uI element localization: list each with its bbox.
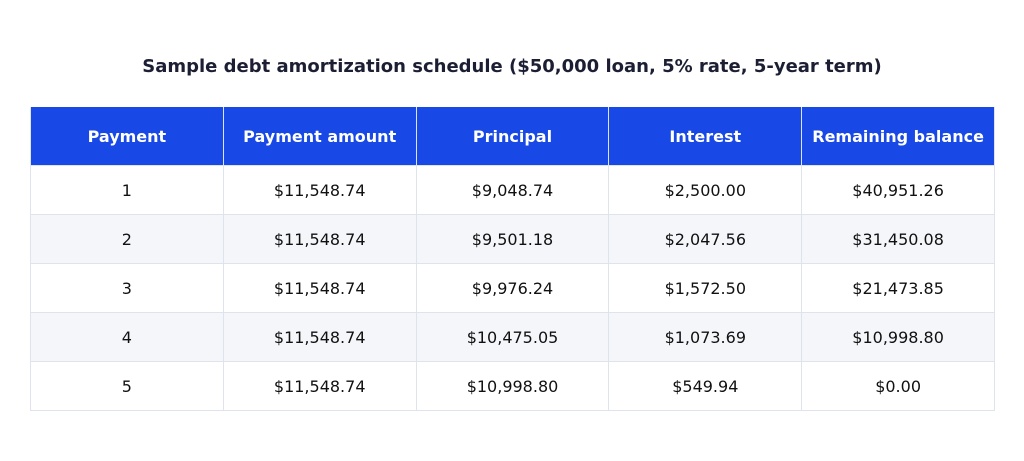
table-head: Payment Payment amount Principal Interest Re… (30, 107, 995, 166)
table-cell: $1,572.50 (608, 263, 803, 313)
table-row: 3 $11,548.74 $9,976.24 $1,572.50 $21,473.85 (30, 263, 995, 313)
table-cell: $9,976.24 (415, 263, 610, 313)
table-row: 5 $11,548.74 $10,998.80 $549.94 $0.00 (30, 361, 995, 411)
table-body: 1 $11,548.74 $9,048.74 $2,500.00 $40,951.26 2… (30, 165, 995, 411)
table-title: Sample debt amortization schedule ($50,0… (142, 56, 882, 77)
table-row: 1 $11,548.74 $9,048.74 $2,500.00 $40,951.26 (30, 165, 995, 215)
table-cell: 1 (30, 165, 224, 215)
table-cell: 2 (30, 214, 224, 264)
table-cell: $10,475.05 (415, 312, 610, 362)
table-cell: $40,951.26 (801, 165, 995, 215)
table-cell: $10,998.80 (415, 361, 610, 411)
table-cell: $2,047.56 (608, 214, 803, 264)
table-cell: $9,048.74 (415, 165, 610, 215)
table-cell: $11,548.74 (222, 214, 417, 264)
column-header: Payment (30, 107, 224, 166)
table-row: 4 $11,548.74 $10,475.05 $1,073.69 $10,998.80 (30, 312, 995, 362)
table-cell: 4 (30, 312, 224, 362)
table-cell: $11,548.74 (222, 165, 417, 215)
table-cell: $11,548.74 (222, 263, 417, 313)
table-cell: $11,548.74 (222, 312, 417, 362)
amortization-table: Payment Payment amount Principal Interest Re… (30, 107, 995, 411)
table-cell: 5 (30, 361, 224, 411)
table-cell: $549.94 (608, 361, 803, 411)
column-header: Principal (415, 107, 610, 166)
table-cell: 3 (30, 263, 224, 313)
header-row: Payment Payment amount Principal Interest Re… (30, 107, 995, 166)
table-cell: $9,501.18 (415, 214, 610, 264)
column-header: Interest (608, 107, 803, 166)
table-cell: $31,450.08 (801, 214, 995, 264)
table-cell: $0.00 (801, 361, 995, 411)
table-cell: $11,548.74 (222, 361, 417, 411)
table-cell: $10,998.80 (801, 312, 995, 362)
column-header: Payment amount (222, 107, 417, 166)
table-cell: $1,073.69 (608, 312, 803, 362)
table-cell: $2,500.00 (608, 165, 803, 215)
table-cell: $21,473.85 (801, 263, 995, 313)
column-header: Remaining balance (801, 107, 995, 166)
table-row: 2 $11,548.74 $9,501.18 $2,047.56 $31,450.08 (30, 214, 995, 264)
